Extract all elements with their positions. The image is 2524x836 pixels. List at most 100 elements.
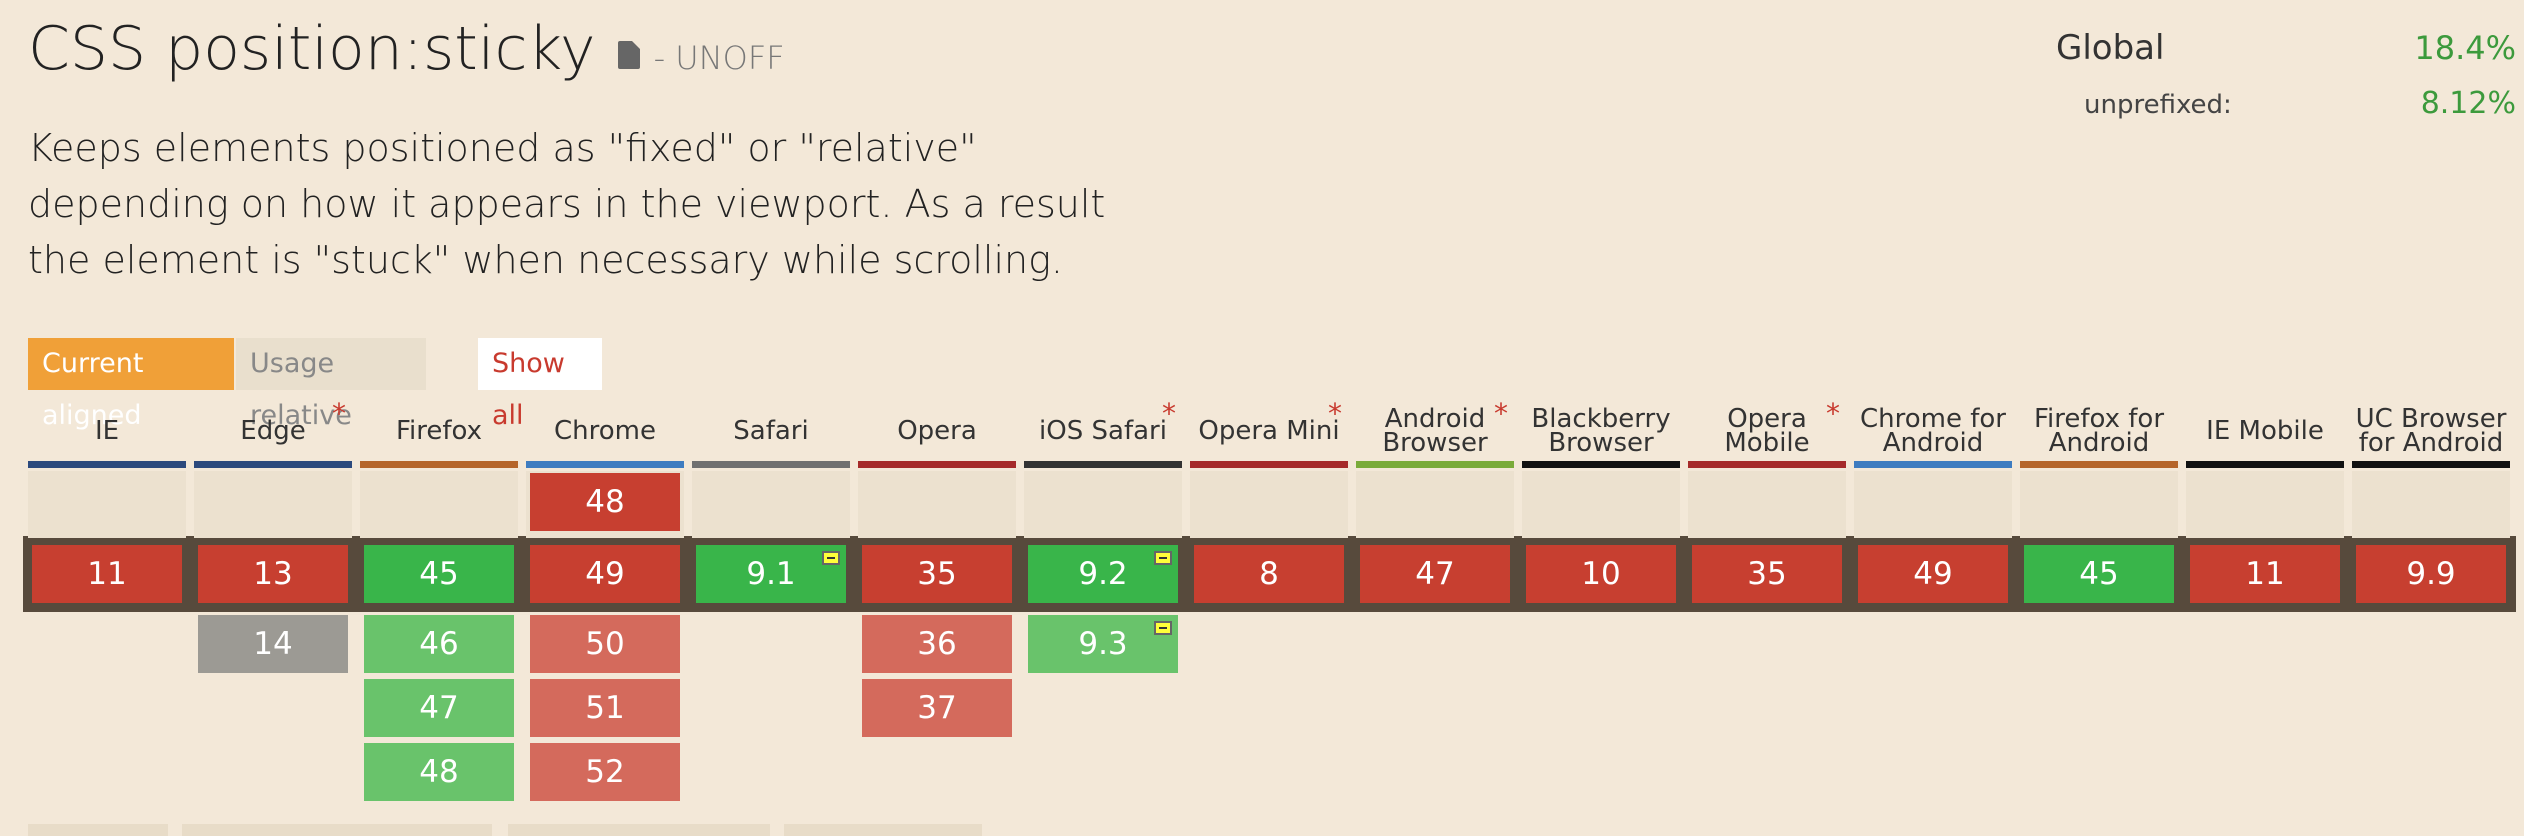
future-version-cell[interactable]: 9.3 [1028,615,1178,673]
browser-header[interactable]: Blackberry Browser [1522,400,1680,462]
past-versions-area [2020,471,2178,538]
browser-name: Opera [897,416,977,446]
browser-color-bar [2020,461,2178,468]
unprefixed-usage-value: 8.12% [2420,86,2516,121]
browser-color-bar [1024,461,1182,468]
browser-name: Safari [733,416,809,446]
browser-color-bar [1688,461,1846,468]
usage-stats: Global 18.4% unprefixed: 8.12% [2056,28,2516,121]
browser-color-bar [194,461,352,468]
past-versions-area [1190,471,1348,538]
browser-name: Firefox for Android [2033,404,2165,458]
browser-header[interactable]: IE Mobile [2186,400,2344,462]
partial-support-icon [1154,621,1172,635]
browser-header[interactable]: Opera Mini * [1190,400,1348,462]
browser-name: Android Browser [1382,404,1488,458]
browser-header[interactable]: Chrome [526,400,684,462]
past-versions-area [2352,471,2510,538]
current-version-cell[interactable]: 9.2 [1028,545,1178,603]
browser-color-bar [360,461,518,468]
current-version-cell[interactable]: 11 [32,545,182,603]
browser-name: Opera Mini [1198,416,1340,446]
show-all-button[interactable]: Show all [478,338,602,431]
browser-header[interactable]: Opera [858,400,1016,462]
feature-title-text: CSS position:sticky [28,14,596,84]
past-versions-area [1356,471,1514,538]
browser-header[interactable]: Android Browser * [1356,400,1514,462]
browser-name: Opera Mobile [1724,404,1810,458]
partial-support-icon [1154,551,1172,565]
current-version-cell[interactable]: 47 [1360,545,1510,603]
current-version-cell[interactable]: 49 [530,545,680,603]
note-asterisk: * [1494,397,1508,430]
browser-name: Firefox [395,416,483,446]
browser-header[interactable]: Safari [692,400,850,462]
browser-color-bar [1522,461,1680,468]
feature-title: CSS position:sticky - UNOFF [28,14,785,84]
browser-color-bar [858,461,1016,468]
browser-name: Blackberry Browser [1531,404,1671,458]
note-asterisk: * [1826,397,1840,430]
browser-color-bar [2186,461,2344,468]
current-version-cell[interactable]: 9.1 [696,545,846,603]
browser-color-bar [526,461,684,468]
browser-name: Chrome for Android [1860,404,2006,458]
browser-header[interactable]: Firefox for Android [2020,400,2178,462]
bottom-tab[interactable] [508,824,770,836]
browser-header[interactable]: iOS Safari * [1024,400,1182,462]
future-version-cell[interactable]: 36 [862,615,1012,673]
browser-header[interactable]: Chrome for Android [1854,400,2012,462]
browser-name: IE [94,416,120,446]
current-version-cell[interactable]: 10 [1526,545,1676,603]
browser-color-bar [28,461,186,468]
browser-name: iOS Safari [1039,416,1167,446]
current-version-cell[interactable]: 49 [1858,545,2008,603]
future-version-cell[interactable]: 46 [364,615,514,673]
browser-name: IE Mobile [2206,416,2324,446]
past-version-cell[interactable]: 48 [530,473,680,531]
current-version-cell[interactable]: 45 [364,545,514,603]
past-versions-area [1024,471,1182,538]
browser-header[interactable]: Opera Mobile * [1688,400,1846,462]
current-version-cell[interactable]: 11 [2190,545,2340,603]
browser-header[interactable]: Firefox [360,400,518,462]
current-version-cell[interactable]: 35 [1692,545,1842,603]
browser-color-bar [1854,461,2012,468]
browser-header[interactable]: IE [28,400,186,462]
future-version-cell[interactable]: 48 [364,743,514,801]
browser-header[interactable]: UC Browser for Android [2352,400,2510,462]
future-version-cell[interactable]: 47 [364,679,514,737]
past-versions-area [194,471,352,538]
partial-support-icon [822,551,840,565]
future-version-cell[interactable]: 50 [530,615,680,673]
global-usage-value: 18.4% [2414,29,2516,67]
bottom-tab[interactable] [182,824,492,836]
current-version-cell[interactable]: 45 [2024,545,2174,603]
browser-color-bar [1190,461,1348,468]
spec-status: - UNOFF [653,39,785,77]
future-version-cell[interactable]: 37 [862,679,1012,737]
past-versions-area [692,471,850,538]
spec-document-icon[interactable] [617,41,640,69]
future-version-cell[interactable]: 14 [198,615,348,673]
browser-color-bar [2352,461,2510,468]
browser-name: Chrome [554,416,656,446]
bottom-tab[interactable] [28,824,168,836]
past-versions-area [360,471,518,538]
global-usage-label: Global [2056,28,2165,68]
past-versions-area [28,471,186,538]
bottom-tab[interactable] [784,824,982,836]
browser-header[interactable]: Edge * [194,400,352,462]
past-versions-area [2186,471,2344,538]
browser-color-bar [692,461,850,468]
browser-name: UC Browser for Android [2355,404,2507,458]
current-aligned-button[interactable]: Current aligned [28,338,234,431]
future-version-cell[interactable]: 51 [530,679,680,737]
usage-relative-button[interactable]: Usage relative [236,338,426,431]
current-version-cell[interactable]: 8 [1194,545,1344,603]
future-version-cell[interactable]: 52 [530,743,680,801]
current-version-cell[interactable]: 13 [198,545,348,603]
current-version-cell[interactable]: 9.9 [2356,545,2506,603]
current-version-cell[interactable]: 35 [862,545,1012,603]
